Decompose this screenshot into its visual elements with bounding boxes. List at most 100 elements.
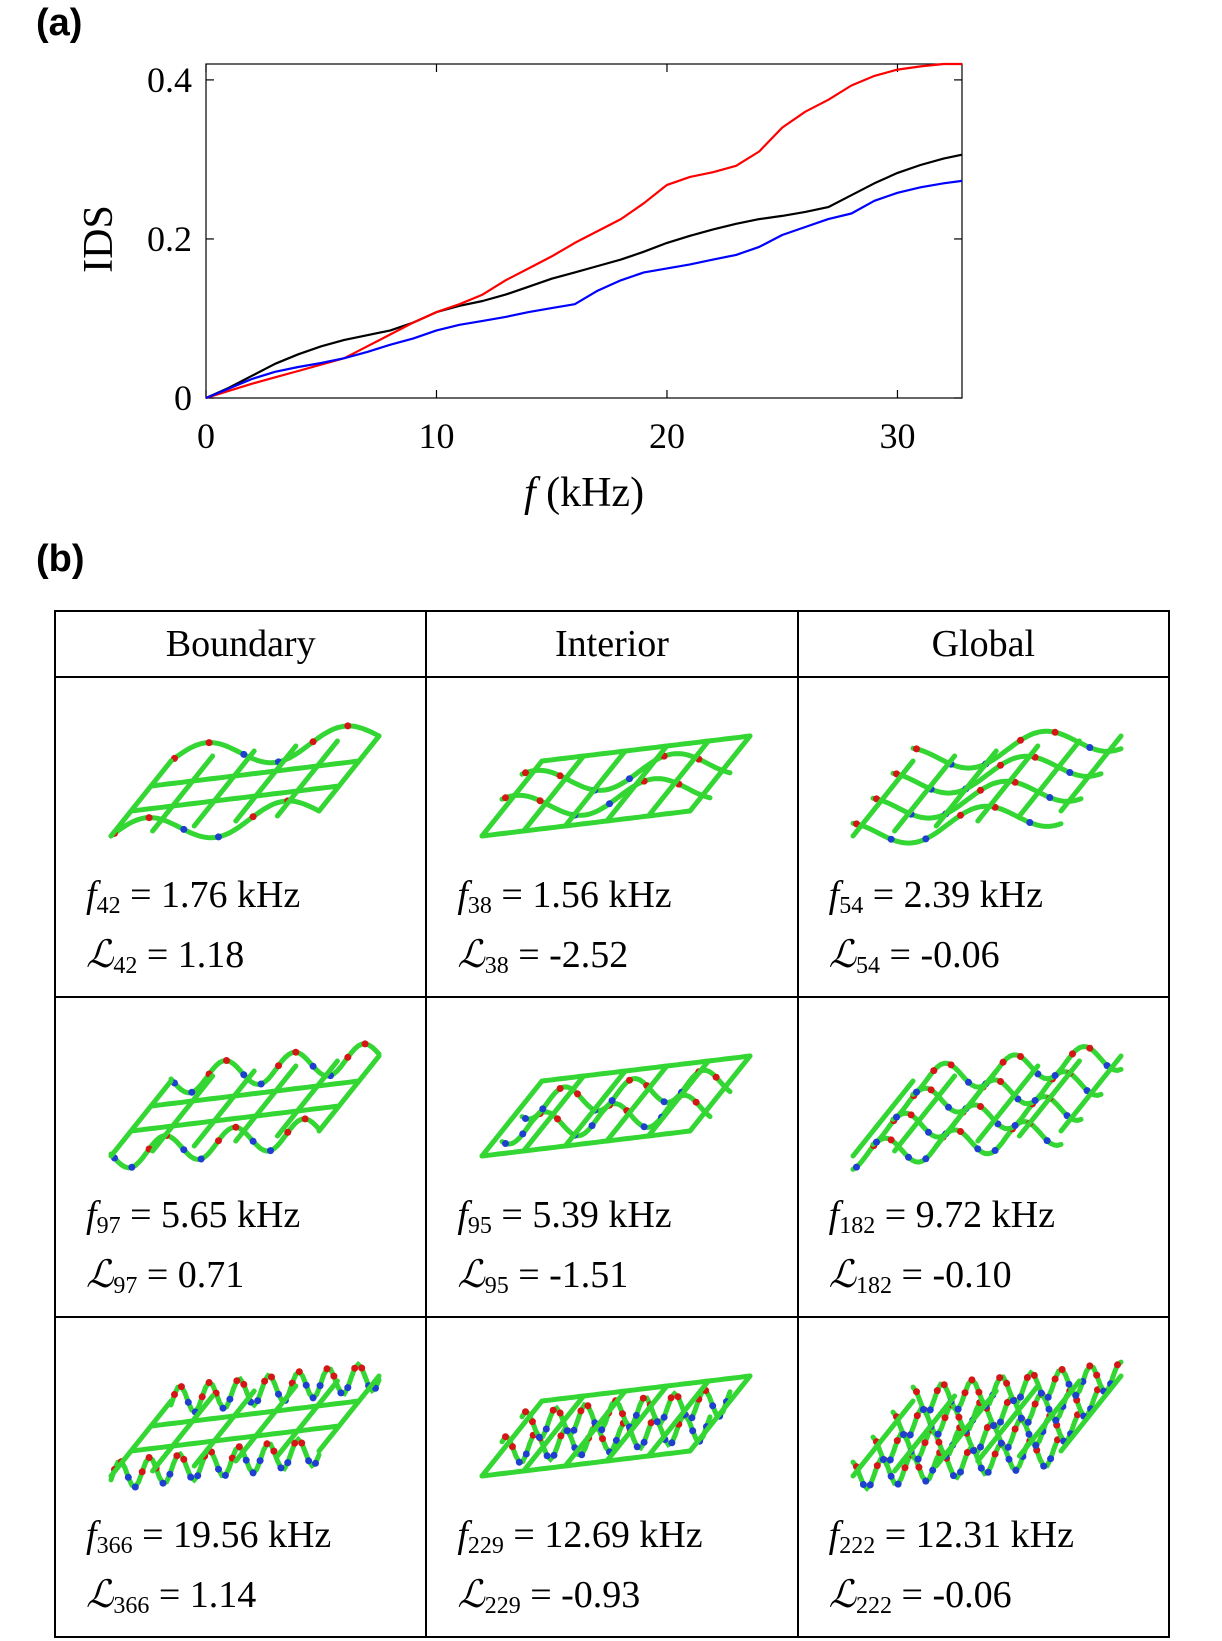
lattice-beam xyxy=(910,1044,1124,1097)
lattice-beam xyxy=(975,1063,1041,1144)
displacement-peak xyxy=(170,1391,178,1398)
x-tick-label: 10 xyxy=(418,416,454,456)
lattice-beam xyxy=(1058,1053,1124,1134)
mode-text: f97 = 5.65 kHz ℒ97 = 0.71 xyxy=(86,1191,300,1310)
displacement-peak xyxy=(297,1439,305,1447)
frequency-index: 54 xyxy=(839,893,864,919)
displacement-peak xyxy=(1012,1466,1020,1474)
displacement-peak xyxy=(667,1394,675,1402)
displacement-peak xyxy=(1003,1379,1011,1387)
displacement-peak xyxy=(957,811,965,819)
displacement-peak xyxy=(1011,1425,1019,1433)
lattice-beam xyxy=(850,1398,916,1479)
displacement-peak xyxy=(961,1389,969,1397)
displacement-peak xyxy=(1052,1416,1060,1424)
displacement-peak xyxy=(291,1048,299,1056)
displacement-peak xyxy=(977,786,985,794)
frequency-symbol: f xyxy=(86,874,97,916)
displacement-peak xyxy=(997,1078,1005,1085)
displacement-peak xyxy=(1026,819,1034,826)
mode-cell-interior-2: f95 = 5.39 kHz ℒ95 = -1.51 xyxy=(425,996,799,1318)
localization-value: = 1.14 xyxy=(158,1574,257,1616)
mode-cell-boundary-3: f366 = 19.56 kHz ℒ366 = 1.14 xyxy=(53,1316,428,1638)
displacement-peak xyxy=(1045,1405,1053,1413)
displacement-peak xyxy=(542,1425,550,1433)
table-row: f97 = 5.65 kHz ℒ97 = 0.71 f95 = 5.39 kHz ℒ9… xyxy=(53,996,1171,1318)
displacement-peak xyxy=(900,1431,908,1438)
displacement-peak xyxy=(1024,1374,1032,1381)
lattice-beam xyxy=(316,1373,382,1454)
plot-frame xyxy=(205,63,963,399)
lattice-beam xyxy=(934,1068,1000,1149)
displacement-peak xyxy=(922,1155,930,1163)
displacement-peak xyxy=(249,1469,257,1477)
displacement-peak xyxy=(257,1080,265,1088)
panel-a-label: (a) xyxy=(36,2,83,44)
displacement-peak xyxy=(323,1365,331,1373)
displacement-peak xyxy=(612,1436,620,1444)
lattice-beam xyxy=(479,1398,545,1479)
localization-line: ℒ38 = -2.52 xyxy=(457,930,671,990)
displacement-peak xyxy=(901,1464,909,1472)
lattice-beam xyxy=(1017,1058,1083,1139)
frequency-index: 42 xyxy=(96,893,121,919)
displacement-peak xyxy=(521,769,529,777)
displacement-peak xyxy=(639,1394,647,1402)
displacement-peak xyxy=(618,1410,626,1418)
displacement-peak xyxy=(853,1163,861,1171)
lattice-beam xyxy=(479,808,693,839)
localization-value: = 0.71 xyxy=(146,1254,245,1296)
displacement-peak xyxy=(920,1406,928,1413)
frequency-value: = 12.69 kHz xyxy=(513,1514,703,1556)
displacement-peak xyxy=(256,1457,264,1465)
frequency-symbol: f xyxy=(828,874,840,916)
lattice-beam xyxy=(274,738,340,819)
displacement-peak xyxy=(177,1383,185,1391)
displacement-peak xyxy=(556,1409,564,1417)
displacement-peak xyxy=(1025,1418,1033,1426)
displacement-peak xyxy=(343,1384,351,1392)
displacement-peak xyxy=(598,1426,606,1434)
displacement-peak xyxy=(1010,1397,1018,1405)
displacement-peak xyxy=(692,1098,700,1106)
displacement-peak xyxy=(357,1364,365,1372)
lattice-beam xyxy=(850,1078,916,1159)
frequency-line: f222 = 12.31 kHz xyxy=(829,1511,1074,1570)
mode-cell-boundary-1: f42 = 1.76 kHz ℒ42 = 1.18 xyxy=(53,676,428,998)
localization-symbol: ℒ xyxy=(828,932,857,976)
localization-index: 222 xyxy=(856,1593,893,1619)
lattice-beam xyxy=(168,1360,382,1416)
localization-symbol: ℒ xyxy=(828,1572,857,1616)
header-interior: Interior xyxy=(425,610,799,678)
displacement-peak xyxy=(138,1468,146,1476)
localization-value: = 1.18 xyxy=(146,934,245,976)
y-tick-label: 0 xyxy=(174,378,192,418)
panel-b-label: (b) xyxy=(36,538,85,580)
displacement-peak xyxy=(990,1422,998,1430)
displacement-peak xyxy=(549,1406,557,1414)
table-row: f366 = 19.56 kHz ℒ366 = 1.14 f229 = 12.69 … xyxy=(53,1316,1171,1638)
mode-shape-table: Boundary Interior Global f42 = 1.76 kHz ℒ… xyxy=(53,610,1171,1638)
displacement-peak xyxy=(563,1427,571,1435)
displacement-peak xyxy=(688,1414,696,1422)
displacement-peak xyxy=(975,1388,983,1396)
displacement-peak xyxy=(1086,1362,1094,1370)
mode-shape-plot xyxy=(479,1373,753,1479)
displacement-peak xyxy=(578,1451,586,1459)
lattice-beam xyxy=(232,1063,298,1144)
localization-value: = -0.06 xyxy=(889,934,1000,976)
displacement-peak xyxy=(913,1088,921,1096)
displacement-peak xyxy=(1017,736,1025,744)
localization-line: ℒ366 = 1.14 xyxy=(86,1570,331,1630)
lattice-beam xyxy=(479,1448,693,1479)
frequency-symbol: f xyxy=(457,1514,468,1556)
displacement-peak xyxy=(239,1380,247,1388)
frequency-index: 182 xyxy=(839,1213,876,1239)
displacement-peak xyxy=(267,1373,275,1381)
lattice-beam xyxy=(687,1373,753,1454)
displacement-peak xyxy=(501,794,509,802)
lattice-beam xyxy=(850,1119,1064,1172)
displacement-peak xyxy=(660,1413,668,1421)
mode-text: f38 = 1.56 kHz ℒ38 = -2.52 xyxy=(457,871,671,990)
localization-value: = -1.51 xyxy=(518,1254,629,1296)
